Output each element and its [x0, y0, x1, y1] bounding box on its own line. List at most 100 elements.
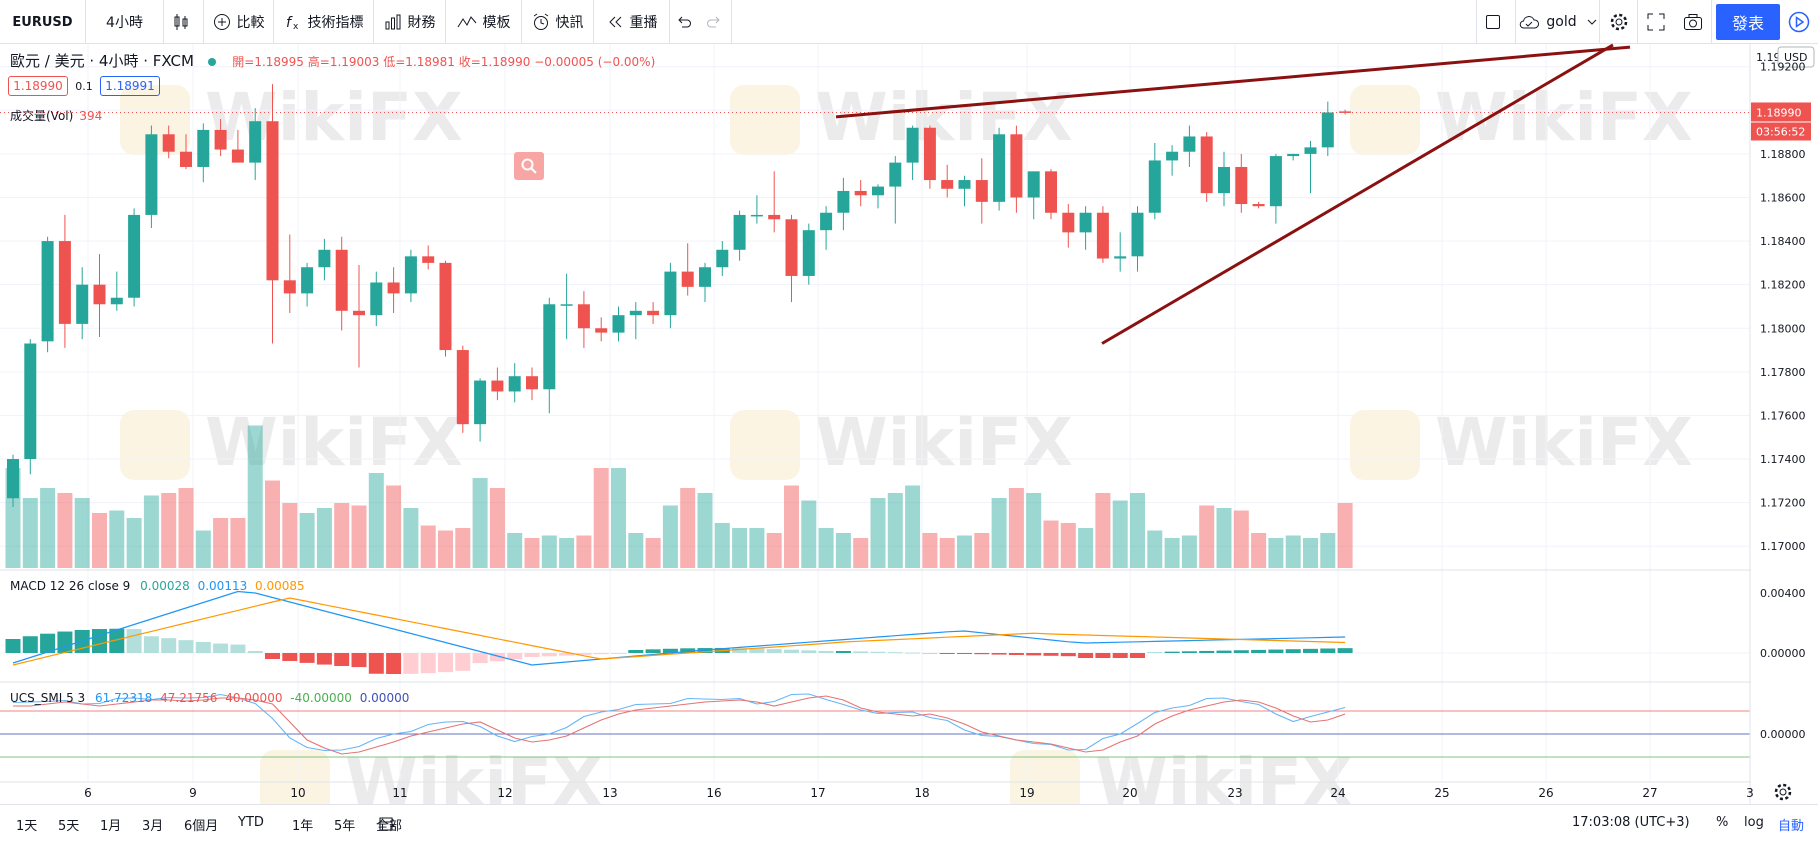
- macd-signal-value: 0.00085: [255, 579, 305, 593]
- volume-legend: 成交量(Vol) 394: [10, 107, 102, 124]
- percent-toggle[interactable]: %: [1716, 815, 1729, 830]
- candle-body: [664, 271, 677, 316]
- range-button[interactable]: 6個月: [184, 819, 219, 834]
- layout-button[interactable]: gold: [1516, 0, 1600, 44]
- macd-histogram-bar: [922, 653, 938, 654]
- bid-price-button[interactable]: 1.18990: [8, 76, 68, 96]
- volume-bar: [40, 488, 56, 568]
- range-button[interactable]: 1天: [16, 819, 38, 834]
- publish-button[interactable]: 發表: [1716, 4, 1780, 40]
- countdown-tag: [1751, 122, 1811, 141]
- camera-icon: [1683, 14, 1702, 30]
- undo-button[interactable]: [672, 0, 702, 44]
- range-button[interactable]: 3月: [142, 819, 164, 834]
- macd-histogram-bar: [1095, 653, 1111, 658]
- play-circle-icon: [1788, 11, 1810, 33]
- auto-scale-toggle[interactable]: 自動: [1778, 819, 1805, 834]
- macd-pane: [0, 590, 1750, 674]
- candle-body: [1027, 171, 1040, 198]
- log-toggle[interactable]: log: [1744, 815, 1764, 830]
- candle-body: [1183, 136, 1196, 152]
- ucs-value-4: -40.00000: [290, 691, 352, 705]
- candle-body: [301, 267, 314, 294]
- macd-histogram-bar: [1216, 650, 1232, 653]
- candle-body: [1304, 147, 1317, 154]
- compare-button[interactable]: 比較: [204, 0, 274, 44]
- layout-name: gold: [1546, 14, 1577, 30]
- volume-bar: [697, 493, 713, 568]
- play-button[interactable]: [1780, 0, 1818, 44]
- range-button[interactable]: 1年: [292, 819, 314, 834]
- macd-histogram-bar: [109, 628, 125, 653]
- alert-button[interactable]: 快訊: [522, 0, 594, 44]
- volume-bar: [368, 473, 384, 568]
- ucs-smi-pane: [0, 693, 1750, 758]
- macd-histogram-bar: [1285, 649, 1301, 653]
- interval-button[interactable]: 4小時: [86, 0, 164, 44]
- price-label: 1.17000: [1760, 540, 1806, 553]
- templates-label: 模板: [482, 15, 511, 31]
- templates-icon: [457, 16, 476, 28]
- fullscreen-button[interactable]: [1638, 0, 1674, 44]
- macd-histogram-bar: [784, 649, 799, 653]
- volume-bar: [1060, 523, 1076, 568]
- templates-button[interactable]: 模板: [446, 0, 522, 44]
- ucs-signal-line: [13, 695, 1346, 755]
- goto-date-icon[interactable]: [378, 815, 396, 833]
- candle-body: [612, 315, 625, 333]
- macd-histogram-bar: [489, 653, 505, 662]
- watermark-logo-icon: [120, 410, 190, 480]
- macd-histogram-bar: [1233, 650, 1249, 653]
- bottom-toolbar: 1天 5天 1月 3月 6個月 YTD 1年 5年 全部 17:03:08 (UTC+3) % …: [0, 804, 1818, 843]
- candle-body: [1252, 204, 1265, 207]
- symbol-search-button[interactable]: EURUSD: [0, 0, 86, 44]
- redo-button[interactable]: [702, 0, 732, 44]
- macd-histogram-bar: [368, 653, 384, 674]
- macd-histogram-bar: [593, 653, 609, 655]
- range-button[interactable]: 5年: [334, 819, 356, 834]
- range-button[interactable]: 5天: [58, 819, 80, 834]
- macd-histogram-bar: [905, 652, 921, 654]
- range-button[interactable]: YTD: [238, 815, 264, 830]
- time-label: 20: [1122, 786, 1137, 800]
- candle-body: [353, 310, 365, 316]
- candlestick-series: [7, 84, 1352, 507]
- macd-histogram-bar: [316, 653, 332, 665]
- candle-body: [1096, 212, 1109, 259]
- macd-histogram-bar: [195, 642, 211, 653]
- range-button[interactable]: 1月: [100, 819, 122, 834]
- macd-histogram-bar: [818, 651, 834, 653]
- macd-histogram-bar: [386, 653, 402, 674]
- macd-hist-value: 0.00028: [140, 579, 190, 593]
- candle-body: [595, 328, 608, 333]
- magnifier-button[interactable]: [514, 152, 544, 180]
- candle-body: [1218, 166, 1230, 194]
- financials-button[interactable]: 財務: [374, 0, 446, 44]
- chart-style-button[interactable]: [164, 0, 204, 44]
- replay-button[interactable]: 重播: [594, 0, 670, 44]
- settings-button[interactable]: [1600, 0, 1638, 44]
- time-label: 6: [84, 786, 92, 800]
- macd-axis-label: 0.00400: [1760, 587, 1806, 600]
- volume-bar: [334, 503, 350, 568]
- bid-price: 1.18990: [13, 79, 63, 93]
- trendlines[interactable]: [835, 43, 1631, 345]
- macd-histogram-bar: [351, 653, 367, 668]
- volume-bar: [1199, 505, 1215, 568]
- fullscreen-select-button[interactable]: [1476, 0, 1516, 44]
- macd-histogram-bar: [126, 629, 142, 653]
- cloud-icon: [1520, 16, 1540, 29]
- candle-body: [1148, 160, 1161, 213]
- macd-histogram-bar: [5, 639, 21, 653]
- volume-value: 394: [79, 109, 103, 123]
- snapshot-button[interactable]: [1674, 0, 1712, 44]
- ask-price-button[interactable]: 1.18991: [100, 76, 160, 96]
- candle-body: [872, 186, 884, 196]
- candle-body: [1166, 151, 1179, 161]
- legend-symbol: 歐元 / 美元 · 4小時 · FXCM: [10, 52, 194, 70]
- currency-label: USD: [1784, 51, 1808, 64]
- time-label: 9: [189, 786, 197, 800]
- candle-body: [283, 280, 296, 294]
